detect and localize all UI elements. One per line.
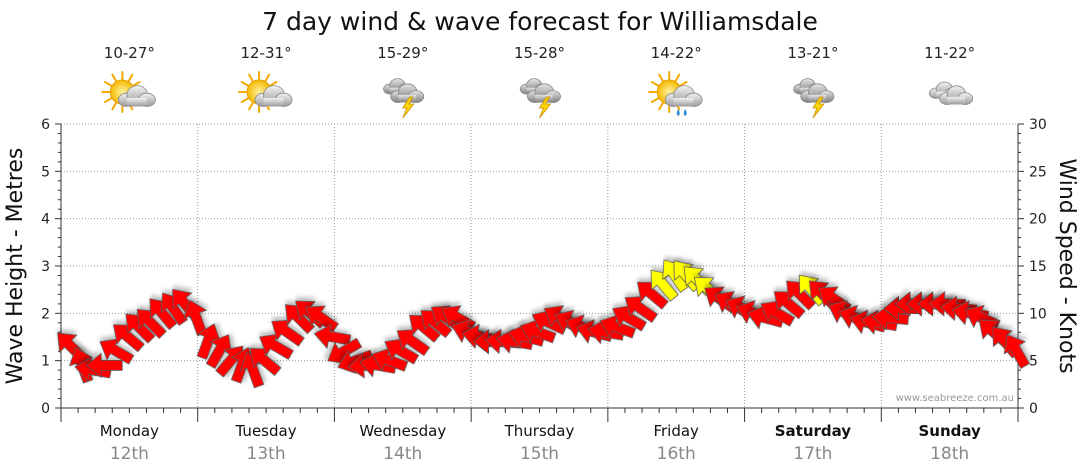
right-tick-label: 10 <box>1029 306 1047 322</box>
raindrop-icon <box>683 109 687 116</box>
thunderstorm-icon <box>793 78 835 119</box>
wind-arrow <box>624 296 659 324</box>
date-label: 15th <box>520 444 559 464</box>
date-label: 16th <box>657 444 696 464</box>
thunderstorm-icon <box>519 78 561 119</box>
wind-arrow <box>636 281 669 310</box>
wind-arrow <box>650 269 679 302</box>
wind-arrow <box>760 300 796 327</box>
day-label: Wednesday <box>359 422 446 440</box>
left-tick-label: 2 <box>41 306 50 322</box>
day-temperature-range: 13-21° <box>787 44 838 62</box>
day-temperature-range: 15-28° <box>514 44 565 62</box>
wind-arrow <box>384 338 420 365</box>
chart-title: 7 day wind & wave forecast for Williamsd… <box>262 7 818 36</box>
wind-arrow <box>786 280 817 311</box>
left-tick-label: 0 <box>41 401 50 417</box>
wind-arrow <box>125 313 156 344</box>
lightning-icon <box>812 96 825 119</box>
lightning-icon <box>538 96 552 119</box>
wind-arrow <box>149 298 178 331</box>
left-axis-title: Wave Height - Metres <box>3 148 28 385</box>
day-temperature-range: 15-29° <box>377 44 428 62</box>
date-label: 17th <box>793 444 832 464</box>
day-temperature-range: 14-22° <box>651 44 702 62</box>
wind-arrow <box>112 324 145 353</box>
wind-arrow <box>205 334 233 369</box>
wind-arrow <box>271 319 305 347</box>
wind-arrow <box>871 305 910 331</box>
wind-arrow <box>396 329 431 357</box>
lightning-icon <box>402 96 415 119</box>
left-tick-label: 1 <box>41 354 50 370</box>
wind-arrow <box>313 323 352 350</box>
partly-sunny-icon <box>101 71 156 113</box>
right-tick-label: 30 <box>1029 117 1047 133</box>
right-tick-label: 25 <box>1029 164 1047 180</box>
wind-arrow <box>136 308 167 339</box>
cloud-icon <box>664 85 703 107</box>
day-label: Saturday <box>775 422 852 440</box>
day-label: Monday <box>100 422 159 440</box>
wind-arrow <box>773 291 806 320</box>
thunderstorm-icon <box>383 78 425 119</box>
right-tick-label: 15 <box>1029 259 1047 275</box>
wind-arrow <box>99 338 135 365</box>
day-label: Sunday <box>918 422 981 440</box>
cloud-icon <box>390 83 425 103</box>
day-label: Friday <box>653 422 699 440</box>
cloudy-icon <box>928 81 974 105</box>
wind-arrow <box>612 305 647 332</box>
date-label: 12th <box>110 444 149 464</box>
right-axis-title: Wind Speed - Knots <box>1054 158 1079 373</box>
day-temperature-range: 10-27° <box>104 44 155 62</box>
wind-arrow <box>249 348 282 377</box>
wind-arrow <box>196 323 221 360</box>
raindrop-icon <box>676 109 680 116</box>
wind-arrow <box>371 347 409 372</box>
wind-arrow <box>85 352 123 379</box>
cloud-icon <box>254 85 293 107</box>
left-tick-label: 6 <box>41 117 50 133</box>
right-tick-label: 5 <box>1029 354 1038 370</box>
day-temperature-range: 12-31° <box>241 44 292 62</box>
left-tick-label: 4 <box>41 212 50 228</box>
date-label: 14th <box>383 444 422 464</box>
day-temperature-range: 11-22° <box>924 44 975 62</box>
right-tick-label: 0 <box>1029 401 1038 417</box>
wind-arrow <box>599 314 637 339</box>
day-label: Thursday <box>504 422 575 440</box>
day-label: Tuesday <box>235 422 297 440</box>
watermark: www.seabreeze.com.au <box>896 393 1014 404</box>
wind-arrow <box>519 319 557 344</box>
right-tick-label: 20 <box>1029 212 1047 228</box>
wind-arrow <box>1003 334 1031 369</box>
wind-arrow <box>259 333 294 360</box>
cloud-icon <box>800 83 835 103</box>
cloud-icon <box>939 85 974 105</box>
cloud-icon <box>117 85 156 107</box>
date-label: 18th <box>930 444 969 464</box>
sun-shower-icon <box>648 71 703 116</box>
left-tick-label: 5 <box>41 164 50 180</box>
partly-sunny-icon <box>238 71 293 113</box>
date-label: 13th <box>247 444 286 464</box>
left-tick-label: 3 <box>41 259 50 275</box>
